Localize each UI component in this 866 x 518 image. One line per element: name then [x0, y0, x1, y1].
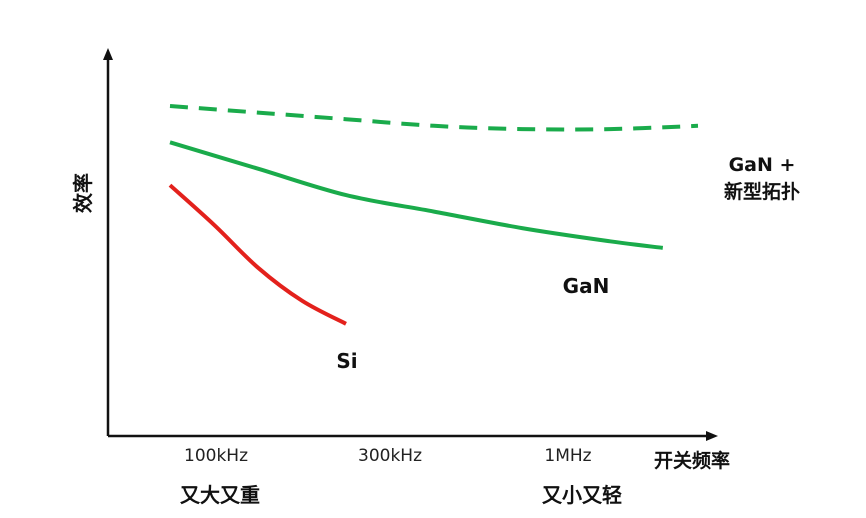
x-tick-label: 1MHz	[544, 446, 591, 466]
series-label-si: Si	[336, 349, 357, 373]
x-annotation-right: 又小又轻	[542, 483, 622, 507]
series-si	[168, 183, 347, 326]
series-layer	[168, 104, 699, 326]
y-axis-label: 效率	[71, 173, 95, 213]
series-gan-new-topology	[169, 104, 699, 132]
y-axis-arrow	[103, 48, 113, 60]
x-annotation-left: 又大又重	[180, 483, 260, 507]
series-label-gan: GaN	[563, 274, 610, 298]
series-label-gan-topology-line2: 新型拓扑	[724, 180, 800, 203]
series-gan	[169, 140, 664, 250]
x-axis-arrow	[706, 431, 718, 441]
x-tick-label: 100kHz	[184, 446, 248, 466]
x-tick-label: 300kHz	[358, 446, 422, 466]
series-label-gan-topology-line1: GaN +	[729, 154, 796, 176]
x-axis-label: 开关频率	[654, 449, 730, 472]
